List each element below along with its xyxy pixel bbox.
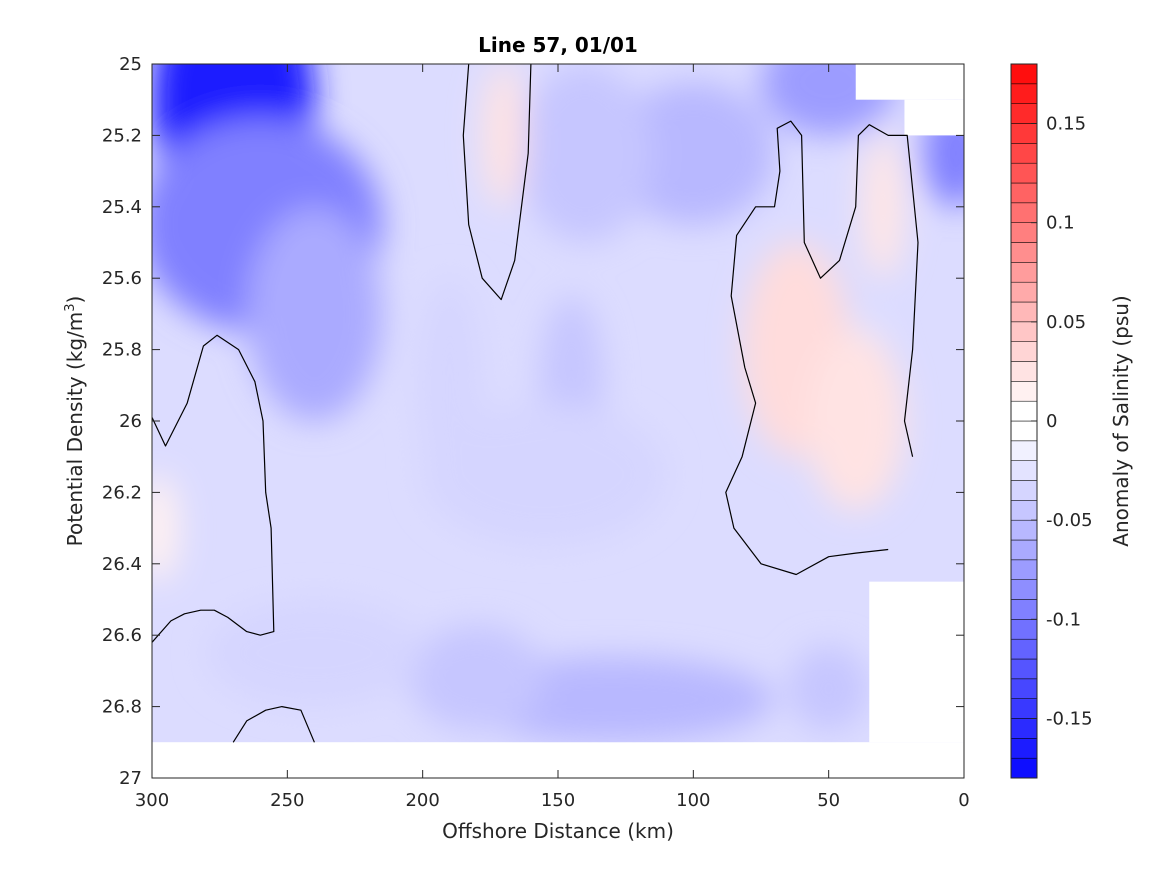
colorbar-tick-label: -0.15 [1046,709,1093,730]
chart-title: Line 57, 01/01 [478,33,638,57]
colorbar-level [1010,262,1038,283]
y-axis-label-superscript: 3 [63,303,78,311]
y-tick-label: 26.8 [102,697,142,718]
colorbar-level [1010,579,1038,600]
x-tick-label: 0 [958,790,969,811]
colorbar-level [1010,738,1038,759]
colorbar-level [1010,619,1038,640]
y-axis-label-main: Potential Density (kg/m [63,312,87,547]
colorbar-level [1010,757,1038,779]
anomaly-cell-18 [861,135,905,279]
colorbar-level [1010,162,1038,184]
colorbar-level [1010,658,1038,680]
colorbar-level [1010,222,1038,243]
colorbar-level [1010,143,1038,164]
anomaly-cell-4 [612,81,775,225]
colorbar-level [1010,400,1038,422]
y-tick-label: 25 [119,54,142,75]
colorbar-level [1010,182,1038,204]
y-axis: 25 25.2 25.4 25.6 25.8 26 26.2 26.4 26.6 26.8 27 [102,54,964,789]
colorbar-level [1010,420,1038,442]
colorbar-tick-label: 0.1 [1046,213,1075,234]
y-axis-label: Potential Density (kg/m3) [63,296,87,547]
colorbar-level [1010,698,1038,719]
colorbar-level [1010,480,1038,501]
nodata-top-right-gap-2 [904,99,964,136]
colorbar-level [1010,123,1038,144]
colorbar-tick-label: -0.1 [1046,609,1081,630]
colorbar-level [1010,539,1038,561]
anomaly-blobs [152,64,964,743]
y-tick-label: 25.2 [102,125,142,146]
anomaly-cell-19 [152,474,180,582]
anomaly-cell-13 [206,599,423,707]
salinity-anomaly-field [152,64,964,743]
colorbar-level [1010,678,1038,699]
x-tick-label: 50 [817,790,840,811]
anomaly-cell-5 [517,64,653,243]
colorbar-label: Anomaly of Salinity (psu) [1109,295,1133,546]
anomaly-cell-2 [246,206,383,421]
x-tick-label: 200 [405,790,439,811]
colorbar-level [1010,341,1038,362]
anomaly-cell-17 [807,331,905,511]
anomaly-cell-9 [422,403,667,546]
colorbar-level [1010,83,1038,104]
colorbar-tick-label: 0.15 [1046,114,1086,135]
y-tick-label: 26.4 [102,554,142,575]
colorbar: 0.15 0.1 0.05 0 -0.05 -0.1 -0.15 [1010,63,1093,779]
colorbar-level [1010,301,1038,323]
y-tick-label: 25.6 [102,268,142,289]
y-tick-label: 26 [119,411,142,432]
colorbar-level [1010,63,1038,85]
x-tick-label: 300 [135,790,169,811]
y-tick-label: 25.4 [102,197,142,218]
x-axis-label: Offshore Distance (km) [442,819,674,843]
y-tick-label: 25.8 [102,340,142,361]
y-tick-label: 26.2 [102,482,142,503]
colorbar-level [1010,460,1038,481]
colorbar-level [1010,281,1038,303]
y-tick-label: 27 [119,768,142,789]
contour-left-lower [232,705,315,743]
y-axis-label-close: ) [63,296,87,304]
colorbar-level [1010,500,1038,521]
colorbar-tick-label: 0 [1046,411,1057,432]
nodata-top-right-gap-1 [855,64,964,100]
contour-right [725,120,919,576]
colorbar-level [1010,381,1038,402]
colorbar-level [1010,361,1038,382]
x-tick-label: 100 [676,790,710,811]
colorbar-level [1010,599,1038,620]
x-tick-label: 150 [541,790,575,811]
x-tick-label: 250 [270,790,304,811]
colorbar-level [1010,103,1038,124]
colorbar-level [1010,321,1038,342]
anomaly-cell-11 [409,624,545,732]
plot-area [151,63,965,779]
colorbar-level [1010,559,1038,580]
anomaly-cell-15 [482,64,526,207]
colorbar-level [1010,202,1038,223]
contour-mid-top [462,64,532,301]
anomaly-cell-12 [788,645,870,732]
y-tick-label: 26.6 [102,625,142,646]
zero-contour-lines [152,64,919,743]
colorbar-tick-label: -0.05 [1046,510,1093,531]
colorbar-level [1010,519,1038,541]
x-axis: 300 250 200 150 100 50 0 [135,64,970,811]
colorbar-level [1010,440,1038,461]
colorbar-level [1010,718,1038,739]
contour-left-upper [152,334,275,643]
nodata-bottom-right-gap [869,581,964,743]
colorbar-level [1010,242,1038,263]
colorbar-tick-label: 0.05 [1046,312,1086,333]
colorbar-level [1010,638,1038,660]
